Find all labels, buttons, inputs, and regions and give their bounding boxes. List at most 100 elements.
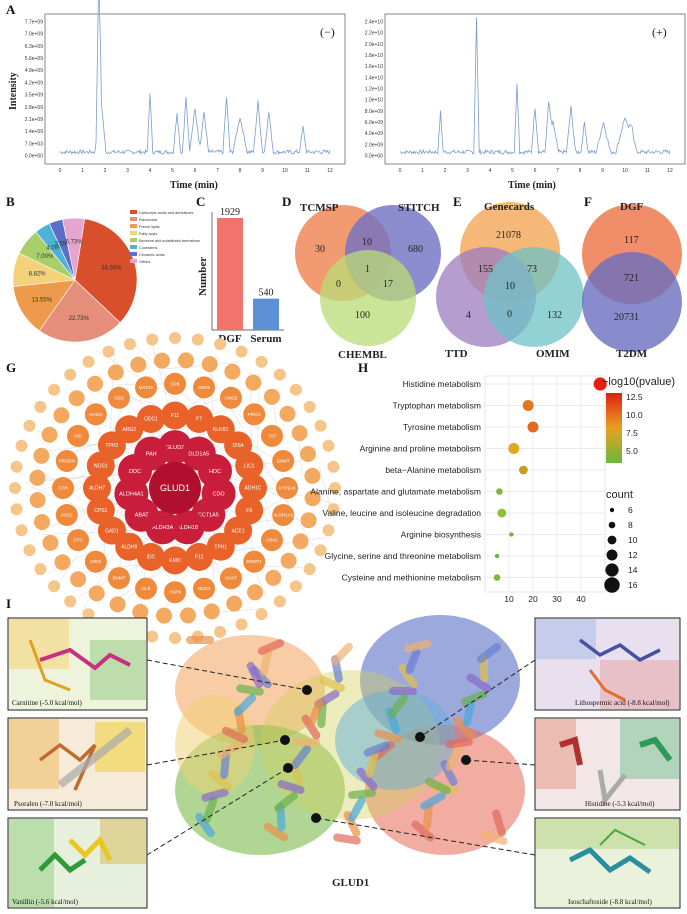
neg-chromatogram-trace [59,0,331,156]
binding-site-marker [283,763,293,773]
network-node [132,603,149,620]
network-node-label: ASS1 [61,513,73,518]
pie-slice [38,279,121,343]
network-node-label: ODC1 [144,417,158,423]
network-node [135,577,157,600]
network-node [123,338,136,351]
y-tick-label: 2.0e+09 [365,142,383,148]
size-legend-dot [608,521,616,529]
network-node [102,345,115,358]
y-tick-label: 3.5e+09 [25,93,43,99]
network-node [70,571,87,588]
network-node [34,514,50,530]
y-tick-label: 7.0e+03 [25,141,43,147]
pathway-bubble [496,488,503,495]
pie-slice-label: 3.55% [55,241,73,247]
network-node [169,632,181,644]
neg-mode-label: (−) [320,25,335,39]
network-node [289,383,302,396]
pos-plot-frame [384,13,686,165]
colorbar-title: −log10(pvalue) [602,376,675,388]
neg-plot-frame [44,13,346,165]
network-node [146,630,159,643]
network-node [52,477,74,499]
legend-swatch [130,238,137,242]
venn-e-region: 155 [478,264,493,275]
network-node [161,401,189,430]
network-node-label: GNMT [277,459,290,464]
network-node-label: F12 [195,555,204,561]
network-node [15,524,28,537]
network-node [255,355,268,368]
network-node-label: CPA1 [266,538,278,543]
network-node-label: ARG2 [122,427,136,433]
venn-e-set-3: OMIM [536,348,570,360]
network-node [109,596,126,613]
network-node [203,603,220,620]
docking-inset-5: Histidine (-5.3 kcal/mol) [534,717,681,811]
network-node-label: ACE1 [232,528,245,534]
pathway-bubble [509,532,514,537]
intensity-axis-label: Intensity [8,72,19,110]
venn-f-set-1: DGF [620,201,644,213]
venn-d-region: 0 [336,279,341,290]
network-node [55,450,78,472]
network-node [86,496,115,525]
panel-label-d: D [282,194,291,209]
venn-f-region: 20731 [614,312,639,323]
pathway-label: Tryptophan metabolism [392,401,481,411]
network-node-label: GLUD1 [160,483,190,493]
network-node [243,550,266,573]
network-node-label: CMO2 [224,395,237,400]
pie-slice [12,279,76,332]
pathway-label: Tyrosine metabolism [403,422,481,432]
pathway-bubble [493,574,501,581]
kegg-bubble-chart: Histidine metabolism Tryptophan metabolis… [310,375,675,604]
panel-label-g: G [6,360,16,375]
network-node [164,372,186,395]
docking-inset-2: Psoralen (-7.0 kcal/mol) [7,717,148,811]
pos-time-label: Time (min) [508,180,556,191]
y-tick-label: 1.8e+10 [365,53,383,59]
network-node [34,400,47,413]
x-tick-label: 5 [511,168,514,174]
binding-site-marker [461,755,471,765]
docking-inset-1: Carnitine (-5.0 kcal/mol) [7,617,148,711]
network-node [84,550,107,573]
x-tick-label: 11 [305,168,310,174]
pos-mode-label: (+) [652,25,667,39]
pathway-bubble [508,443,520,454]
x-tick-label: 3 [126,168,129,174]
network-node [170,510,205,545]
legend-label: Cinnamic acids [139,253,165,257]
network-node [136,543,165,571]
network-node-label: KMO [169,558,181,564]
ligand-label: Histidine (-5.3 kcal/mol) [585,800,655,808]
x-tick-label: 30 [552,594,562,604]
network-node [156,607,172,624]
network-node-label: PAH [146,451,157,457]
network-node [64,595,77,608]
bar [253,298,279,330]
pathway-bubble [522,400,534,411]
network-node-label: F11 [171,413,179,419]
legend-label: Benzene and substituted derivatives [139,239,200,243]
size-legend-label: 12 [628,550,638,560]
bar-category-label: Serum [250,333,281,345]
pathway-bubble [494,553,500,559]
venn-d-set-3: CHEMBL [338,349,387,361]
network-node [185,405,214,433]
venn-d-set-1: TCMSP [300,202,339,214]
network-node-label: PRODH [59,459,75,464]
size-legend-label: 10 [628,535,638,545]
legend-label: Fatty acyls [139,232,157,236]
venn-e-region: 4 [466,310,471,321]
venn-e: Genecards TTD OMIM 21078 155 73 10 4 0 1… [436,201,584,360]
network-node-label: OTC [73,538,83,543]
ligand-label: Vanillin (-5.6 kcal/mol) [12,898,79,906]
network-node [261,424,283,447]
pathway-bubble [593,377,607,391]
pie-chart: 34.55% 22.73% 13.55% 8.82% 7.00% 4.09%3.55%5.… [12,217,138,343]
size-legend-label: 6 [628,505,633,515]
size-legend-label: 8 [628,520,633,530]
